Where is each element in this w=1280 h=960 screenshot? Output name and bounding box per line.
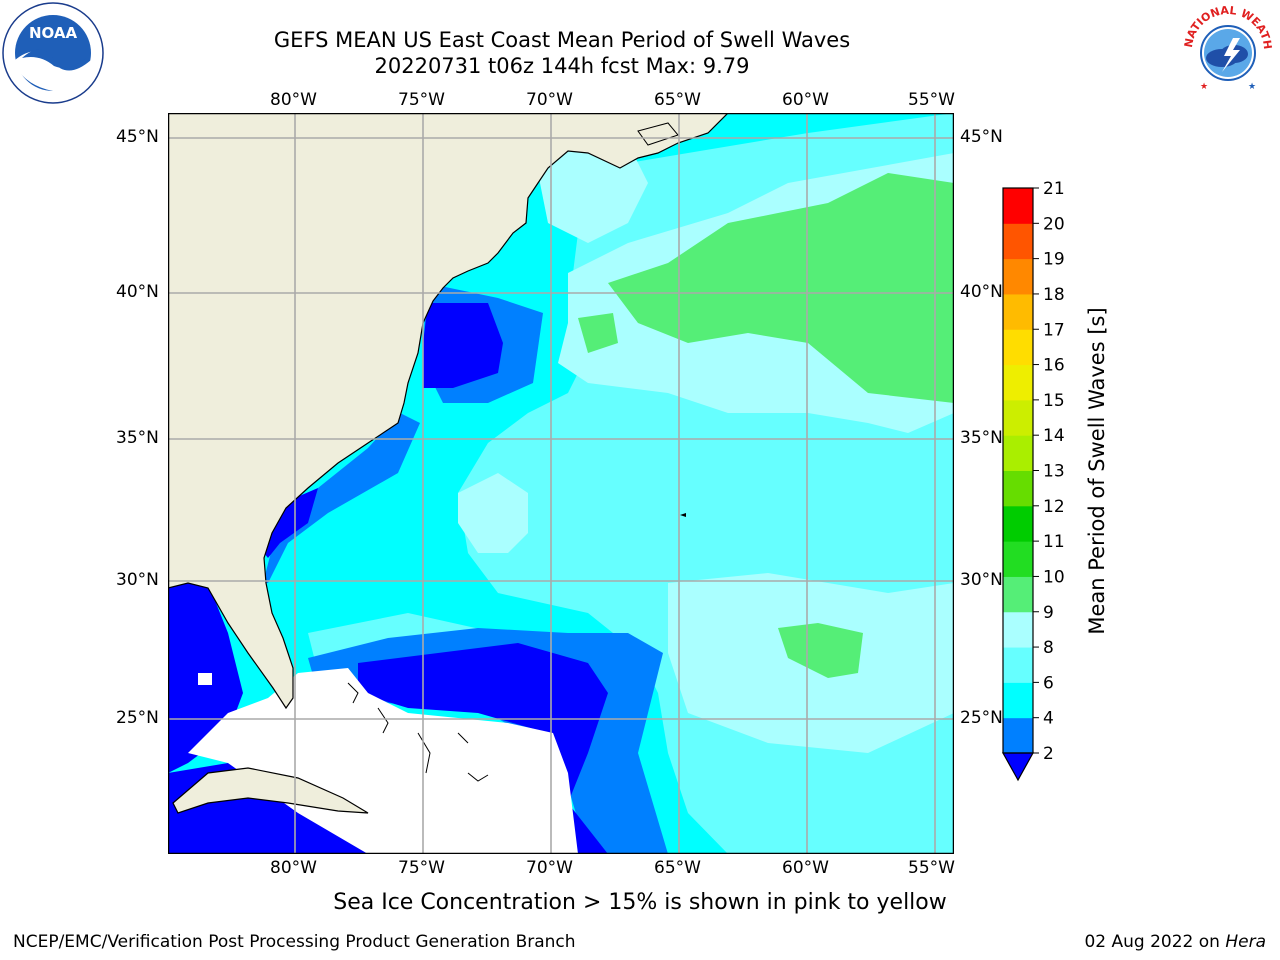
colorbar-segment <box>1003 611 1033 648</box>
lon-label-top-65w: 65°W <box>654 90 701 110</box>
lat-label-left-40n: 40°N <box>116 282 159 302</box>
nws-logo: NATIONAL WEATHER SERVICE ★ ★ <box>1174 0 1278 100</box>
credit-text: NCEP/EMC/Verification Post Processing Pr… <box>13 932 576 952</box>
lon-label-top-80w: 80°W <box>270 90 317 110</box>
colorbar-tick-label: 11 <box>1043 532 1065 552</box>
date-host: 02 Aug 2022 on Hera <box>1084 932 1266 952</box>
ocean-band-10-11-small <box>778 623 863 678</box>
lat-label-right-30n: 30°N <box>960 570 1003 590</box>
lon-label-top-60w: 60°W <box>782 90 829 110</box>
island-bermuda <box>680 513 686 517</box>
colorbar-tick-label: 12 <box>1043 497 1065 517</box>
land-north-america <box>168 113 729 710</box>
island-bahamas-5 <box>467 772 489 782</box>
colorbar-tick-label: 21 <box>1043 180 1065 199</box>
colorbar-segment <box>1003 470 1033 507</box>
map-panel <box>167 112 955 858</box>
island-bahamas-1 <box>347 682 359 704</box>
island-bahamas-3 <box>417 732 431 774</box>
lon-label-bottom-70w: 70°W <box>526 858 573 878</box>
colorbar-segment <box>1003 717 1033 754</box>
land-cuba <box>172 767 369 814</box>
host-name: Hera <box>1225 932 1266 952</box>
no-data-gulf-spot <box>198 673 212 685</box>
colorbar-tick-label: 18 <box>1043 285 1065 305</box>
lat-label-right-40n: 40°N <box>960 282 1003 302</box>
colorbar-tick-label: 17 <box>1043 320 1065 340</box>
colorbar-segment <box>1003 435 1033 471</box>
ocean-band-2-4-coast <box>264 488 318 558</box>
ocean-band-10-11-west <box>578 313 618 353</box>
no-data-bahamas <box>188 668 578 854</box>
lon-label-top-75w: 75°W <box>398 90 445 110</box>
island-bahamas-2 <box>377 707 389 734</box>
colorbar-tick-label: 4 <box>1043 709 1054 729</box>
colorbar-segment <box>1003 223 1033 260</box>
colorbar-tick-label: 16 <box>1043 356 1065 376</box>
svg-text:★: ★ <box>1248 82 1256 92</box>
colorbar-tick-label: 15 <box>1043 391 1065 411</box>
colorbar-tick-label: 10 <box>1043 567 1065 587</box>
chart-title: GEFS MEAN US East Coast Mean Period of S… <box>273 28 851 52</box>
lat-label-left-45n: 45°N <box>116 127 159 147</box>
colorbar-segment <box>1003 399 1033 436</box>
sea-ice-note: Sea Ice Concentration > 15% is shown in … <box>333 890 947 915</box>
noaa-logo-text: NOAA <box>29 24 78 42</box>
graticule <box>168 113 954 854</box>
colorbar-tick-label: 14 <box>1043 426 1065 446</box>
colorbar-segment <box>1003 329 1033 366</box>
lon-label-bottom-80w: 80°W <box>270 858 317 878</box>
ocean-band-4-6-coast <box>263 413 420 583</box>
colorbar-segment <box>1003 541 1033 577</box>
ocean-band-2-4-ne <box>423 303 503 388</box>
colorbar-segment <box>1003 576 1033 613</box>
colorbar-segment <box>1003 682 1033 719</box>
noaa-logo: NOAA <box>2 2 104 104</box>
lon-label-top-70w: 70°W <box>526 90 573 110</box>
lat-label-left-25n: 25°N <box>116 708 159 728</box>
map-frame <box>167 112 955 855</box>
colorbar-tick-label: 2 <box>1043 744 1054 764</box>
colorbar-tick-label: 20 <box>1043 214 1065 234</box>
svg-text:★: ★ <box>1200 82 1208 92</box>
colorbar-tick-label: 19 <box>1043 250 1065 270</box>
lon-label-bottom-55w: 55°W <box>908 858 955 878</box>
colorbar-segment <box>1003 188 1033 224</box>
colorbar-extend-triangle <box>1001 752 1035 782</box>
ocean-band-10-11 <box>608 173 954 403</box>
colorbar: 2 4 6 8 9 10 11 12 13 14 15 16 17 18 19 20 21 <box>990 179 1080 794</box>
ocean-band-9-10-mid <box>458 473 528 553</box>
date-text: 02 Aug 2022 on <box>1084 932 1220 952</box>
colorbar-segment <box>1003 647 1033 683</box>
lat-label-left-30n: 30°N <box>116 570 159 590</box>
colorbar-tick-label: 13 <box>1043 462 1065 482</box>
lat-label-right-35n: 35°N <box>960 428 1003 448</box>
lat-label-right-25n: 25°N <box>960 708 1003 728</box>
colorbar-tick-label: 8 <box>1043 638 1054 658</box>
colorbar-segment <box>1003 293 1033 330</box>
lat-label-right-45n: 45°N <box>960 127 1003 147</box>
lat-label-left-35n: 35°N <box>116 428 159 448</box>
lon-label-bottom-60w: 60°W <box>782 858 829 878</box>
colorbar-title: Mean Period of Swell Waves [s] <box>1085 307 1109 635</box>
colorbar-tick-label: 9 <box>1043 603 1054 623</box>
colorbar-segment <box>1003 258 1033 295</box>
island-nova-scotia-spot <box>637 122 679 146</box>
ocean-band-2-4-south <box>358 643 608 854</box>
lon-label-bottom-65w: 65°W <box>654 858 701 878</box>
island-bahamas-4 <box>457 732 469 744</box>
colorbar-segment <box>1003 505 1033 542</box>
colorbar-tick-label: 6 <box>1043 673 1054 693</box>
chart-subtitle: 20220731 t06z 144h fcst Max: 9.79 <box>374 54 750 78</box>
lon-label-bottom-75w: 75°W <box>398 858 445 878</box>
colorbar-segment <box>1003 364 1033 401</box>
lon-label-top-55w: 55°W <box>908 90 955 110</box>
